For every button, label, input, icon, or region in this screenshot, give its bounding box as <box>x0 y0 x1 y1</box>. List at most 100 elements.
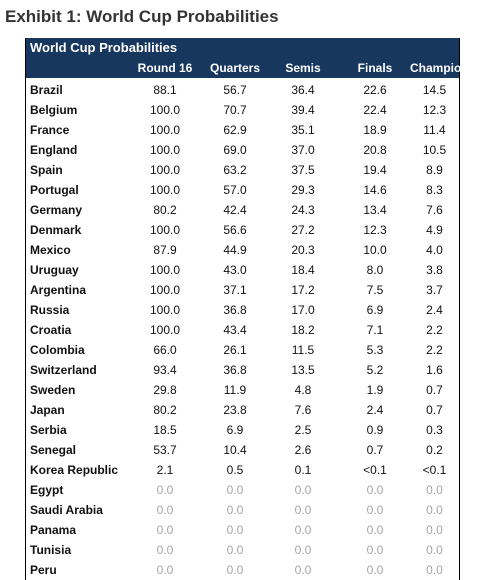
team-name: Spain <box>30 163 63 177</box>
value-cell: 0.0 <box>426 543 443 557</box>
value-cell: 20.3 <box>291 243 315 257</box>
value-cell: 100.0 <box>149 123 181 137</box>
value-cell: 42.4 <box>223 203 247 217</box>
column-header: Quarters <box>209 61 261 75</box>
value-cell: 80.2 <box>153 203 177 217</box>
value-cell: 0.3 <box>426 423 443 437</box>
value-cell: 26.1 <box>223 343 247 357</box>
team-name: Uruguay <box>30 263 79 277</box>
team-name: Saudi Arabia <box>30 503 103 517</box>
value-cell: 100.0 <box>149 143 181 157</box>
value-cell: 0.0 <box>294 483 312 497</box>
value-cell: 0.0 <box>366 563 384 577</box>
value-cell: 3.7 <box>426 283 443 297</box>
team-name: Belgium <box>30 103 78 117</box>
value-cell: 0.0 <box>156 563 174 577</box>
value-cell: 56.6 <box>223 223 247 237</box>
team-name: Argentina <box>30 283 87 297</box>
value-cell: 6.9 <box>366 303 384 317</box>
value-cell: 35.1 <box>291 123 315 137</box>
value-cell: 100.0 <box>149 263 181 277</box>
value-cell: 80.2 <box>153 403 177 417</box>
value-cell: 1.6 <box>426 363 443 377</box>
table-row: Japan 80.2 23.8 7.6 2.4 0.7 <box>26 400 459 420</box>
table-row: Uruguay 100.0 43.0 18.4 8.0 3.8 <box>26 260 459 280</box>
table-row: Panama 0.0 0.0 0.0 0.0 0.0 <box>26 520 459 540</box>
value-cell: 0.0 <box>426 503 443 517</box>
value-cell: 0.0 <box>426 563 443 577</box>
value-cell: 0.0 <box>366 503 384 517</box>
team-name: Croatia <box>30 323 72 337</box>
team-name: Germany <box>30 203 83 217</box>
value-cell: 8.9 <box>426 163 443 177</box>
value-cell: 8.3 <box>426 183 443 197</box>
team-name: Denmark <box>30 223 82 237</box>
probability-table: World Cup Probabilities Round 16 Quarters… <box>25 38 469 580</box>
value-cell: 6.9 <box>226 423 244 437</box>
value-cell: 4.9 <box>426 223 443 237</box>
team-name: Brazil <box>30 83 63 97</box>
value-cell: 19.4 <box>363 163 387 177</box>
value-cell: 14.6 <box>363 183 387 197</box>
value-cell: 12.3 <box>363 223 387 237</box>
table-row: Belgium 100.0 70.7 39.4 22.4 12.3 <box>26 100 459 120</box>
column-header: Finals <box>357 61 393 75</box>
value-cell: 43.4 <box>223 323 247 337</box>
value-cell: 2.4 <box>426 303 443 317</box>
value-cell: 62.9 <box>223 123 247 137</box>
table-row: Tunisia 0.0 0.0 0.0 0.0 0.0 <box>26 540 459 560</box>
value-cell: 44.9 <box>223 243 247 257</box>
team-name: Tunisia <box>30 543 72 557</box>
value-cell: 18.2 <box>291 323 315 337</box>
value-cell: 53.7 <box>153 443 177 457</box>
value-cell: <0.1 <box>363 463 387 477</box>
table-row: Croatia 100.0 43.4 18.2 7.1 2.2 <box>26 320 459 340</box>
team-name: Switzerland <box>30 363 97 377</box>
value-cell: 11.4 <box>423 123 446 137</box>
table-row: Brazil 88.1 56.7 36.4 22.6 14.5 <box>26 80 459 100</box>
team-name: Russia <box>30 303 70 317</box>
value-cell: 0.7 <box>426 383 443 397</box>
value-cell: 10.5 <box>422 143 447 157</box>
value-cell: 100.0 <box>149 303 181 317</box>
column-header <box>26 58 126 78</box>
value-cell: 0.7 <box>366 443 384 457</box>
value-cell: 24.3 <box>291 203 315 217</box>
team-name: Japan <box>30 403 65 417</box>
value-cell: 69.0 <box>223 143 247 157</box>
value-cell: 18.4 <box>291 263 315 277</box>
value-cell: 29.8 <box>153 383 177 397</box>
table-row: England 100.0 69.0 37.0 20.8 10.5 <box>26 140 459 160</box>
value-cell: 0.0 <box>226 503 244 517</box>
team-name: England <box>30 143 78 157</box>
value-cell: 0.0 <box>294 543 312 557</box>
value-cell: 57.0 <box>223 183 247 197</box>
table-row: France 100.0 62.9 35.1 18.9 11.4 <box>26 120 459 140</box>
value-cell: 88.1 <box>153 83 177 97</box>
value-cell: 18.5 <box>153 423 177 437</box>
column-header-row: Round 16 Quarters Semis Finals Champion <box>26 58 469 78</box>
column-header: Champion <box>410 61 469 75</box>
table-row: Denmark 100.0 56.6 27.2 12.3 4.9 <box>26 220 459 240</box>
value-cell: 10.0 <box>363 243 387 257</box>
value-cell: 56.7 <box>223 83 247 97</box>
value-cell: 0.0 <box>156 503 174 517</box>
value-cell: 93.4 <box>153 363 177 377</box>
value-cell: 14.5 <box>422 83 447 97</box>
team-name: Mexico <box>30 243 71 257</box>
value-cell: 0.0 <box>366 483 384 497</box>
column-header: Round 16 <box>137 61 193 75</box>
value-cell: 0.5 <box>226 463 244 477</box>
value-cell: 37.5 <box>291 163 315 177</box>
team-name: Korea Republic <box>30 463 119 477</box>
value-cell: 11.5 <box>291 343 315 357</box>
table-row: Serbia 18.5 6.9 2.5 0.9 0.3 <box>26 420 459 440</box>
team-name: France <box>30 123 70 137</box>
value-cell: 2.4 <box>366 403 384 417</box>
value-cell: 0.0 <box>226 523 244 537</box>
value-cell: 0.2 <box>426 443 443 457</box>
team-name: Panama <box>30 523 77 537</box>
value-cell: 10.4 <box>223 443 247 457</box>
value-cell: 13.4 <box>363 203 387 217</box>
